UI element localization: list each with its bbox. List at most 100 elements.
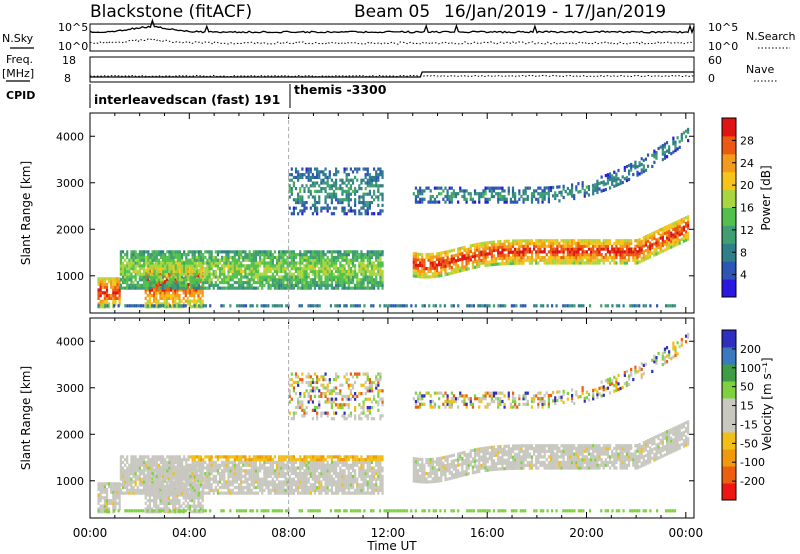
- power-echo-cell: [157, 304, 160, 308]
- velocity-echo-cell: [169, 493, 173, 497]
- power-echo-cell: [659, 145, 662, 149]
- power-echo-cell: [193, 288, 196, 292]
- power-echo-cell: [288, 173, 291, 177]
- power-echo-cell: [435, 271, 439, 275]
- power-echo-cell: [368, 200, 371, 205]
- power-echo-cell: [250, 261, 253, 265]
- power-echo-cell: [240, 278, 243, 282]
- power-echo-cell: [216, 261, 220, 265]
- power-echo-cell: [299, 253, 302, 257]
- power-echo-cell: [347, 181, 350, 185]
- power-echo-cell: [101, 305, 104, 309]
- power-echo-cell: [495, 259, 498, 264]
- power-echo-cell: [292, 253, 296, 257]
- power-echo-cell: [149, 286, 152, 290]
- power-echo-cell: [682, 225, 686, 229]
- velocity-echo-cell: [144, 501, 147, 505]
- power-echo-cell: [330, 192, 334, 196]
- power-echo-cell: [193, 283, 196, 287]
- velocity-echo-cell: [221, 474, 224, 478]
- power-echo-cell: [450, 192, 453, 196]
- power-echo-cell: [562, 184, 565, 188]
- power-echo-cell: [596, 188, 599, 192]
- velocity-echo-cell: [149, 463, 152, 467]
- power-echo-cell: [672, 236, 675, 240]
- power-echo-cell: [547, 258, 550, 262]
- power-echo-cell: [638, 304, 641, 308]
- power-echo-cell: [370, 212, 374, 216]
- power-echo-cell: [668, 246, 671, 250]
- power-echo-cell: [328, 261, 331, 265]
- power-echo-cell: [347, 267, 350, 271]
- power-echo-cell: [469, 247, 472, 251]
- power-echo-cell: [280, 267, 283, 271]
- power-echo-cell: [577, 190, 580, 194]
- power-echo-cell: [482, 250, 485, 254]
- power-echo-cell: [307, 267, 310, 271]
- power-echo-cell: [174, 275, 177, 279]
- power-echo-cell: [313, 269, 317, 273]
- velocity-echo-cell: [103, 498, 106, 503]
- power-echo-cell: [242, 283, 245, 287]
- power-echo-cell: [562, 244, 565, 248]
- power-echo-cell: [316, 209, 319, 213]
- power-echo-cell: [307, 178, 310, 182]
- velocity-echo-cell: [124, 485, 127, 490]
- velocity-echo-cell: [159, 476, 162, 480]
- power-echo-cell: [585, 261, 588, 265]
- power-echo-cell: [423, 304, 426, 308]
- velocity-echo-cell: [143, 460, 146, 465]
- velocity-echo-cell: [134, 477, 137, 481]
- power-echo-cell: [332, 264, 336, 268]
- velocity-echo-cell: [227, 483, 230, 487]
- power-echo-cell: [278, 278, 281, 282]
- power-echo-cell: [535, 189, 538, 193]
- velocity-echo-cell: [143, 472, 146, 476]
- power-echo-cell: [132, 267, 135, 271]
- velocity-echo-cell: [143, 474, 146, 478]
- power-echo-cell: [309, 170, 312, 174]
- velocity-echo-cell: [157, 469, 160, 473]
- power-echo-cell: [368, 272, 371, 276]
- power-echo-cell: [347, 250, 350, 254]
- power-echo-cell: [332, 278, 336, 282]
- power-echo-cell: [197, 253, 201, 257]
- velocity-echo-cell: [143, 466, 146, 470]
- power-echo-cell: [651, 243, 654, 247]
- power-echo-cell: [368, 184, 371, 188]
- power-echo-cell: [326, 261, 329, 265]
- power-echo-cell: [318, 286, 321, 290]
- power-echo-cell: [573, 247, 576, 251]
- power-echo-cell: [153, 264, 156, 268]
- power-echo-cell: [166, 261, 169, 265]
- power-echo-cell: [516, 253, 519, 257]
- power-echo-cell: [244, 275, 247, 279]
- velocity-echo-cell: [193, 488, 196, 492]
- power-echo-cell: [269, 267, 272, 271]
- power-echo-cell: [524, 247, 527, 251]
- power-echo-cell: [316, 212, 319, 216]
- power-echo-cell: [235, 253, 239, 257]
- power-echo-cell: [250, 269, 253, 273]
- power-echo-cell: [309, 283, 312, 287]
- power-echo-cell: [503, 239, 506, 243]
- power-echo-cell: [653, 250, 656, 254]
- power-echo-cell: [687, 130, 690, 134]
- power-echo-cell: [433, 263, 437, 267]
- velocity-echo-cell: [202, 485, 205, 490]
- power-echo-cell: [193, 278, 196, 282]
- velocity-echo-cell: [153, 493, 156, 497]
- power-echo-cell: [146, 293, 149, 298]
- power-echo-cell: [273, 267, 277, 271]
- velocity-echo-cell: [186, 476, 190, 480]
- power-echo-cell: [316, 167, 319, 171]
- power-echo-cell: [305, 286, 308, 290]
- velocity-echo-cell: [183, 469, 186, 473]
- velocity-echo-cell: [178, 465, 181, 469]
- power-echo-cell: [486, 255, 489, 259]
- power-echo-cell: [687, 220, 690, 225]
- power-echo-cell: [140, 272, 144, 276]
- power-echo-cell: [440, 192, 443, 196]
- power-echo-cell: [178, 264, 182, 268]
